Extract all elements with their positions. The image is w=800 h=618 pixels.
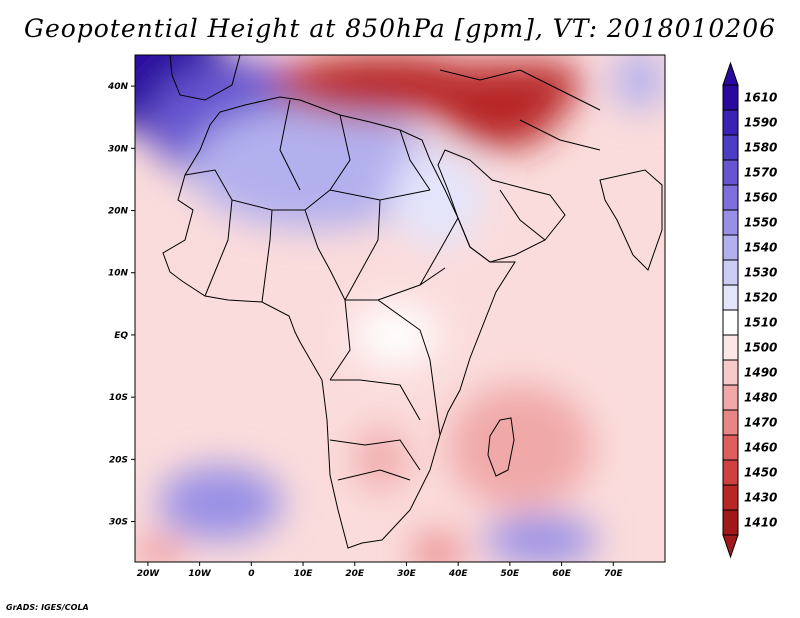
colorbar-label: 1520 [744,291,777,305]
colorbar-label: 1530 [744,266,777,280]
colorbar-swatch [722,184,739,211]
lat-tick-label: 30N [108,144,129,154]
lon-tick-label: 20W [137,569,161,579]
lon-tick-label: 50E [501,569,521,579]
colorbar-swatch [722,384,739,411]
colorbar-swatch [722,209,739,236]
field-blob [189,104,438,230]
field-blob [354,303,438,367]
grads-credit: GrADS: IGES/COLA [6,603,89,612]
lon-tick-label: 70E [604,569,624,579]
colorbar-label: 1510 [744,316,777,330]
colorbar-swatch [722,259,739,286]
colorbar-swatch [722,159,739,186]
colorbar-label: 1470 [744,416,777,430]
colorbar-swatch [722,334,739,361]
colorbar-label: 1580 [744,141,777,155]
colorbar-swatch [722,84,739,111]
arabian-peninsula-outline [437,149,566,263]
colorbar-label: 1540 [744,241,777,255]
field-blob [484,515,598,562]
field-blob [499,61,583,111]
field-blob [613,55,665,111]
colorbar-label: 1490 [744,366,777,380]
colorbar-swatch [722,459,739,486]
country-borders [162,55,663,549]
lon-tick-label: 0 [248,569,254,579]
latitude-ticks: 40N 30N 20N 10N EQ 10S 20S 30S [107,82,135,528]
colorbar-swatch [722,509,739,536]
plot-area [135,55,665,562]
colorbar-label: 1480 [744,391,777,405]
iberia-outline [169,55,241,101]
field-blob [411,534,464,562]
lat-tick-label: 10S [109,393,128,403]
india-outline [599,169,663,271]
colorbar-swatch [722,484,739,511]
field-blob [447,384,593,510]
colorbar-label: 1450 [744,466,777,480]
lon-tick-label: 10W [188,569,212,579]
colorbar-swatch [722,359,739,386]
colorbar-label: 1410 [744,516,777,530]
lat-tick-label: 10N [108,269,129,279]
colorbar-swatch [722,409,739,436]
madagascar-outline [487,417,515,477]
interior-borders [184,69,601,481]
colorbar-swatch [722,134,739,161]
field-blob [135,540,185,562]
field-blob [390,148,485,248]
lat-tick-label: 20S [109,455,128,465]
colorbar-swatch [722,284,739,311]
map-title: Geopotential Height at 850hPa [gpm], VT:… [23,14,777,43]
lon-tick-label: 40E [448,569,469,579]
lat-tick-label: 40N [107,82,129,92]
colorbar-top-arrow [722,61,739,86]
colorbar-swatch [722,309,739,336]
lon-tick-label: 30E [397,569,417,579]
colorbar-swatch [722,109,739,136]
colorbar-swatch [722,234,739,261]
lat-tick-label: 30S [109,518,128,528]
colorbar-label: 1550 [744,216,777,230]
africa-coastline [162,96,516,549]
colorbar-bottom-arrow [722,534,739,559]
colorbar-label: 1500 [744,341,777,355]
colorbar-label: 1590 [744,116,777,130]
plot-frame [134,54,666,563]
field-blob [158,465,283,541]
longitude-ticks: 20W 10W 0 10E 20E 30E 40E 50E 60E 70E [137,562,624,579]
lat-tick-label: EQ [114,331,128,341]
colorbar-label: 1570 [744,166,777,180]
lat-tick-label: 20N [108,207,129,217]
colorbar-label: 1560 [744,191,777,205]
lon-tick-label: 60E [552,569,572,579]
colorbar-label: 1460 [744,441,777,455]
colorbar-label: 1430 [744,491,777,505]
colorbar-swatch [722,434,739,461]
field-blob [354,428,407,491]
colorbar: 1610 1590 1580 1570 1560 1550 1540 1530 1520 1510… [722,61,777,559]
lon-tick-label: 20E [345,569,365,579]
lon-tick-label: 10E [294,569,314,579]
colorbar-label: 1610 [744,91,777,105]
